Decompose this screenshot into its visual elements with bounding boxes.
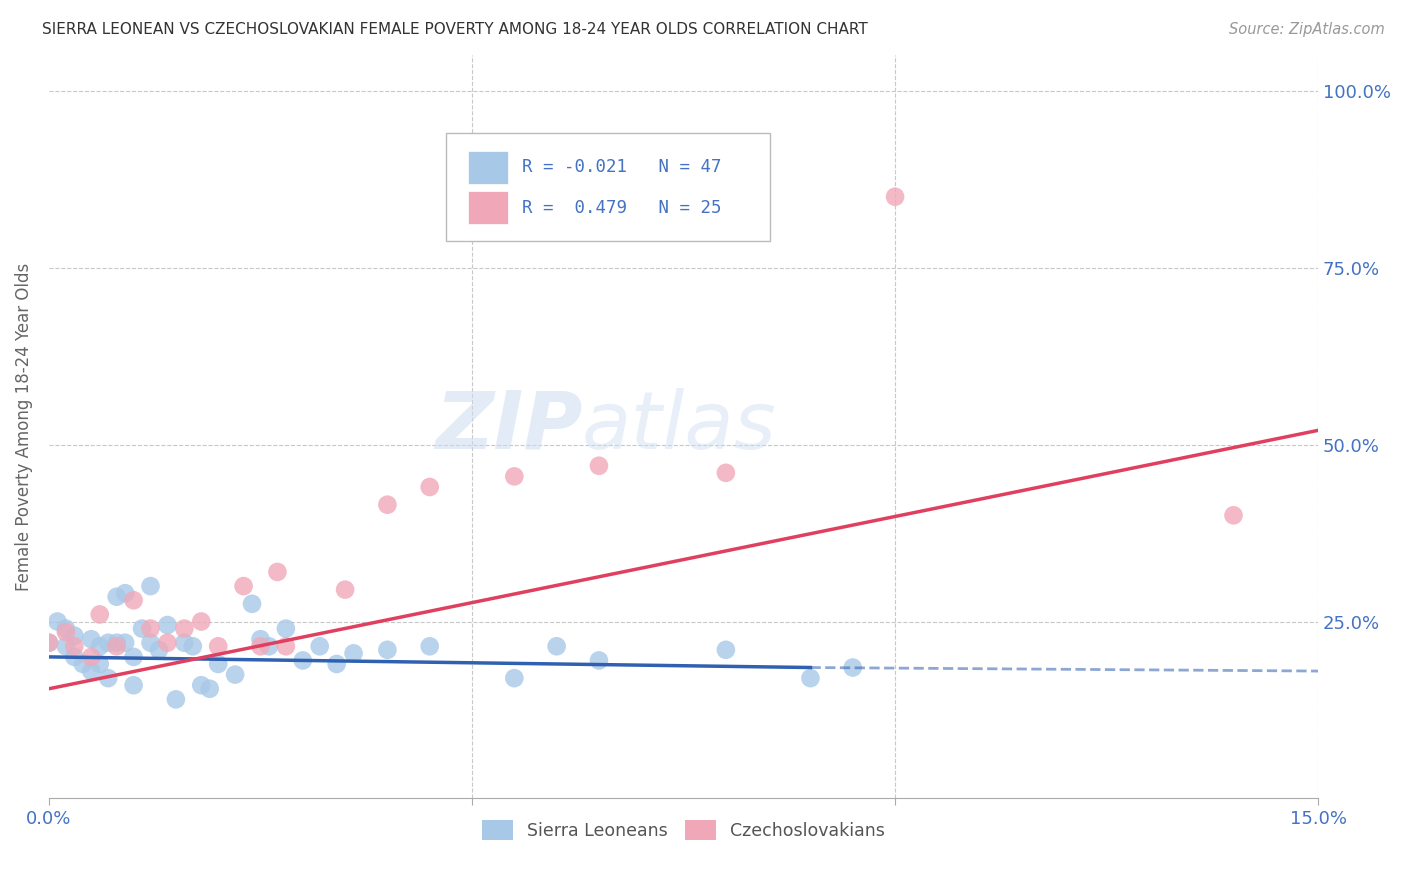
Point	[173, 622, 195, 636]
Point	[139, 636, 162, 650]
Point	[156, 618, 179, 632]
Point	[46, 615, 69, 629]
Point	[55, 625, 77, 640]
Point	[308, 640, 330, 654]
Point	[588, 458, 610, 473]
Point	[207, 640, 229, 654]
Point	[89, 640, 111, 654]
Point	[105, 640, 128, 654]
Point	[165, 692, 187, 706]
FancyBboxPatch shape	[446, 133, 770, 241]
Point	[714, 466, 737, 480]
Point	[122, 593, 145, 607]
Point	[257, 640, 280, 654]
Point	[114, 586, 136, 600]
Point	[714, 642, 737, 657]
Bar	[468, 151, 509, 184]
Point	[240, 597, 263, 611]
Point	[207, 657, 229, 671]
Point	[799, 671, 821, 685]
Point	[38, 636, 60, 650]
Point	[55, 640, 77, 654]
Point	[63, 629, 86, 643]
Point	[105, 590, 128, 604]
Y-axis label: Female Poverty Among 18-24 Year Olds: Female Poverty Among 18-24 Year Olds	[15, 262, 32, 591]
Point	[105, 636, 128, 650]
Point	[274, 640, 297, 654]
Point	[38, 636, 60, 650]
Point	[148, 642, 170, 657]
Point	[291, 653, 314, 667]
Point	[80, 649, 103, 664]
Point	[122, 678, 145, 692]
Point	[419, 480, 441, 494]
Point	[131, 622, 153, 636]
Text: R =  0.479   N = 25: R = 0.479 N = 25	[523, 199, 721, 217]
Point	[249, 632, 271, 647]
Point	[97, 671, 120, 685]
Point	[173, 636, 195, 650]
Point	[419, 640, 441, 654]
Point	[1222, 508, 1244, 523]
Point	[190, 615, 212, 629]
Point	[55, 622, 77, 636]
Point	[80, 664, 103, 678]
Point	[546, 640, 568, 654]
Point	[333, 582, 356, 597]
Text: atlas: atlas	[582, 388, 776, 466]
Bar	[468, 191, 509, 224]
Point	[249, 640, 271, 654]
Point	[97, 636, 120, 650]
Point	[72, 657, 94, 671]
Point	[190, 678, 212, 692]
Point	[377, 642, 399, 657]
Point	[139, 622, 162, 636]
Point	[80, 632, 103, 647]
Point	[63, 649, 86, 664]
Point	[884, 190, 907, 204]
Text: R = -0.021   N = 47: R = -0.021 N = 47	[523, 159, 721, 177]
Point	[63, 640, 86, 654]
Point	[89, 657, 111, 671]
Point	[842, 660, 865, 674]
Point	[274, 622, 297, 636]
Point	[588, 653, 610, 667]
Text: SIERRA LEONEAN VS CZECHOSLOVAKIAN FEMALE POVERTY AMONG 18-24 YEAR OLDS CORRELATI: SIERRA LEONEAN VS CZECHOSLOVAKIAN FEMALE…	[42, 22, 868, 37]
Point	[181, 640, 204, 654]
Point	[139, 579, 162, 593]
Point	[503, 671, 526, 685]
Text: Source: ZipAtlas.com: Source: ZipAtlas.com	[1229, 22, 1385, 37]
Legend: Sierra Leoneans, Czechoslovakians: Sierra Leoneans, Czechoslovakians	[477, 815, 890, 846]
Point	[198, 681, 221, 696]
Point	[122, 649, 145, 664]
Point	[325, 657, 347, 671]
Point	[224, 667, 246, 681]
Point	[377, 498, 399, 512]
Point	[156, 636, 179, 650]
Point	[232, 579, 254, 593]
Text: ZIP: ZIP	[434, 388, 582, 466]
Point	[89, 607, 111, 622]
Point	[266, 565, 288, 579]
Point	[342, 646, 364, 660]
Point	[114, 636, 136, 650]
Point	[503, 469, 526, 483]
